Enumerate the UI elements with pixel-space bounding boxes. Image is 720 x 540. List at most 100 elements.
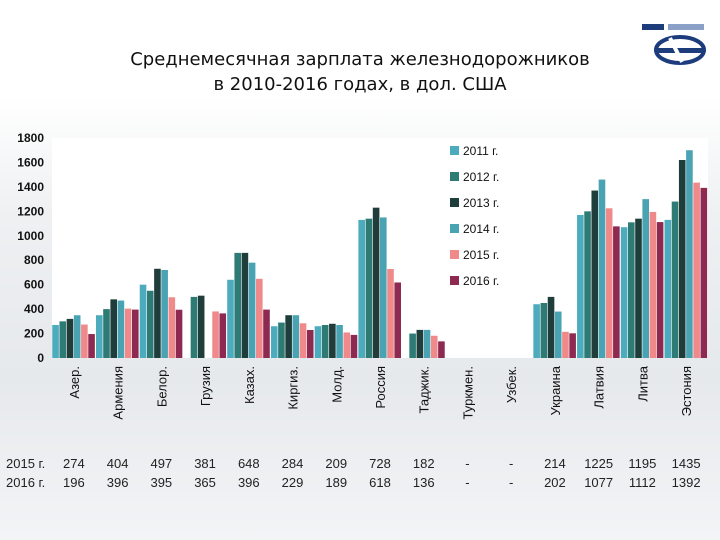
bar-2013-3 [197, 295, 205, 358]
y-tick-label: 1000 [17, 229, 44, 243]
bar-2016-8 [438, 341, 445, 358]
bar-2011-11 [533, 304, 540, 358]
bar-2013-12 [591, 190, 599, 358]
legend-swatch [450, 198, 459, 207]
bar-2011-14 [664, 219, 672, 358]
legend-label: 2013 г. [463, 196, 499, 210]
table-cell: 274 [63, 456, 85, 471]
category-label: Литва [635, 365, 650, 402]
bar-2012-6 [321, 325, 329, 358]
bar-2012-1 [103, 309, 110, 358]
bar-2015-14 [693, 182, 700, 358]
bar-2012-5 [278, 322, 285, 358]
bar-2016-13 [656, 222, 664, 358]
bar-2015-0 [81, 324, 88, 358]
y-tick-label: 1600 [17, 155, 44, 169]
bar-2016-6 [350, 334, 358, 358]
bar-2012-4 [234, 252, 241, 358]
bar-2015-2 [168, 297, 176, 358]
bar-2012-0 [59, 321, 67, 358]
bar-2011-7 [358, 219, 365, 358]
bar-2013-6 [329, 323, 336, 358]
category-label: Латвия [592, 366, 607, 409]
category-label: Киргиз. [286, 366, 301, 410]
table-cell: 202 [544, 475, 566, 490]
category-label: Армения [111, 366, 126, 420]
y-tick-label: 600 [24, 278, 44, 292]
legend-swatch [450, 146, 459, 155]
y-tick-label: 1200 [17, 204, 44, 218]
table-cell: 497 [150, 456, 173, 471]
bar-2012-3 [190, 296, 198, 358]
bar-2013-2 [154, 268, 161, 358]
table-cell: 648 [237, 456, 260, 471]
table-cell: 395 [150, 475, 173, 490]
table-cell: 196 [63, 475, 85, 490]
bar-2012-13 [628, 222, 635, 358]
table-cell: 1225 [584, 456, 614, 471]
bar-2014-13 [642, 199, 649, 358]
chart-title-line1: Среднемесячная зарплата железнодорожнико… [130, 49, 590, 70]
bar-2014-7 [380, 217, 387, 358]
legend-label: 2015 г. [463, 248, 499, 262]
bar-2014-5 [292, 315, 300, 358]
bar-2015-12 [605, 208, 613, 358]
table-cell: 1195 [628, 456, 657, 471]
table-cell: 229 [281, 475, 304, 490]
category-label: Азер. [67, 366, 82, 399]
table-cell: 1077 [584, 475, 614, 490]
table-cell: 381 [194, 456, 216, 471]
bar-2016-12 [613, 226, 620, 358]
category-label: Грузия [198, 366, 213, 406]
bar-2013-8 [416, 329, 424, 358]
bar-2016-3 [219, 313, 227, 358]
category-label: Белор. [154, 366, 169, 407]
chart-title-line2: в 2010-2016 годах, в дол. США [213, 74, 507, 95]
legend-swatch [450, 224, 459, 233]
y-tick-label: 1400 [17, 180, 44, 194]
category-label: Эстония [679, 366, 694, 416]
bar-2014-11 [554, 311, 562, 358]
table-cell: 214 [544, 456, 566, 471]
legend-label: 2012 г. [463, 170, 499, 184]
bar-2013-5 [285, 315, 292, 358]
table-row-label: 2016 г. [6, 475, 46, 490]
table-cell: 404 [106, 456, 129, 471]
bar-2014-12 [598, 179, 606, 358]
legend-label: 2016 г. [463, 274, 499, 288]
bar-2015-1 [124, 308, 132, 358]
category-label: Туркмен. [460, 366, 475, 419]
bar-2011-4 [227, 279, 234, 358]
bar-2014-2 [161, 270, 168, 358]
bar-2014-1 [117, 300, 125, 358]
bar-2012-7 [365, 218, 373, 358]
y-tick-label: 200 [24, 327, 44, 341]
category-label: Узбек. [504, 366, 519, 403]
legend-swatch [450, 250, 459, 259]
bar-2013-1 [110, 299, 117, 358]
category-label: Казах. [242, 366, 257, 404]
bar-2011-2 [139, 284, 147, 358]
bar-2015-3 [212, 311, 219, 358]
bar-2015-7 [387, 269, 394, 358]
bar-2014-0 [73, 315, 81, 358]
table-cell: 136 [412, 475, 435, 490]
table-cell: 396 [237, 475, 260, 490]
table-cell: 182 [412, 456, 435, 471]
bar-2013-14 [678, 160, 686, 358]
table-cell: 189 [325, 475, 348, 490]
bar-2014-6 [336, 325, 343, 358]
category-label: Россия [373, 366, 388, 409]
bar-2013-4 [241, 252, 249, 358]
bar-2016-1 [132, 309, 139, 358]
bar-2015-5 [299, 323, 307, 358]
bar-2014-4 [248, 262, 256, 358]
category-label: Молд. [329, 366, 344, 403]
bar-chart: 0 200 400 600 800 1000 1200 1400 1600 1800 Азер. Ар… [17, 131, 708, 420]
table-cell: - [509, 456, 514, 471]
table-cell: 1392 [671, 475, 701, 490]
category-label: Украина [548, 365, 563, 415]
table-cell: 728 [369, 456, 391, 471]
table-cell: 1435 [671, 456, 701, 471]
bar-2012-14 [671, 201, 679, 358]
